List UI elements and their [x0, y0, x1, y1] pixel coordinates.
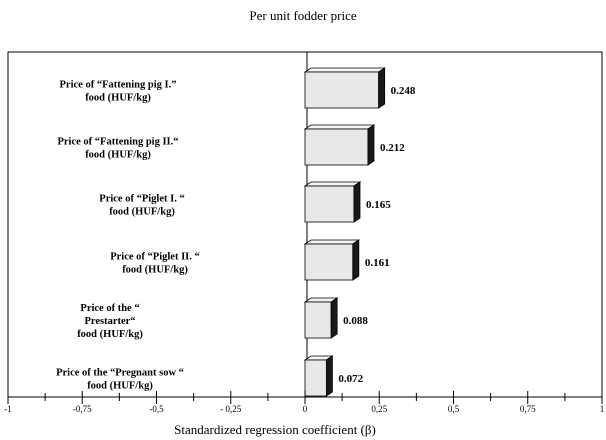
bar-side-face — [330, 297, 338, 339]
bar-side-face — [378, 67, 386, 109]
x-tick-label: - 0,25 — [220, 404, 241, 414]
bar-group: 0.088 — [303, 297, 368, 339]
bar-top-face — [303, 181, 362, 187]
bar — [304, 185, 355, 223]
x-tick-label: 1 — [600, 404, 605, 414]
x-tick-label: 0,25 — [371, 404, 387, 414]
x-tick-label: -1 — [4, 404, 12, 414]
bar-group: 0.248 — [303, 67, 416, 109]
data-label: 0.161 — [365, 257, 390, 269]
bar-top-face — [303, 124, 376, 130]
category-label: Price of “Piglet II. “food (HUF/kg) — [110, 252, 200, 276]
data-label: 0.088 — [343, 315, 368, 327]
bar — [304, 71, 380, 109]
category-label: Price of the “Prestarter“ food (HUF/kg) — [77, 303, 143, 340]
bar — [304, 243, 354, 281]
x-axis-label: Standardized regression coefficient (β) — [174, 422, 376, 437]
chart-title: Per unit fodder price — [249, 8, 356, 23]
bar — [304, 128, 369, 166]
bar-group: 0.212 — [303, 124, 405, 166]
data-label: 0.165 — [366, 199, 391, 211]
category-label: Price of “Fattening pig I.” food (HUF/kg) — [60, 80, 177, 104]
bar-side-face — [367, 124, 375, 166]
x-tick-label: -0,75 — [73, 404, 92, 414]
x-tick-label: 0 — [303, 404, 308, 414]
category-label: Price of “Fattening pig II.“ food (HUF/kg… — [57, 137, 178, 161]
bar-side-face — [353, 181, 361, 223]
bar-top-face — [303, 67, 386, 73]
bar-side-face — [325, 355, 333, 397]
bar-group: 0.165 — [303, 181, 391, 223]
bar-top-face — [303, 239, 361, 245]
bar-side-face — [352, 239, 360, 281]
bar — [304, 301, 332, 339]
bars-group: 0.248 Price of “Fattening pig I.” food (HU… — [56, 67, 416, 397]
data-label: 0.072 — [338, 373, 363, 385]
bar — [304, 359, 327, 397]
bar-group: 0.072 — [303, 355, 364, 397]
x-axis-ticks: -1 -0,75 -0,5 - 0,25 0 0,25 0,5 0,75 1 — [4, 391, 604, 414]
category-label: Price of the “Pregnant sow “food (HUF/kg… — [56, 368, 184, 392]
x-tick-label: -0,5 — [149, 404, 164, 414]
data-label: 0.248 — [391, 85, 416, 97]
data-label: 0.212 — [380, 142, 405, 154]
bar-group: 0.161 — [303, 239, 390, 281]
x-tick-label: 0,5 — [448, 404, 460, 414]
category-label: Price of “Piglet I. “food (HUF/kg) — [99, 194, 184, 218]
x-tick-label: 0,75 — [520, 404, 536, 414]
